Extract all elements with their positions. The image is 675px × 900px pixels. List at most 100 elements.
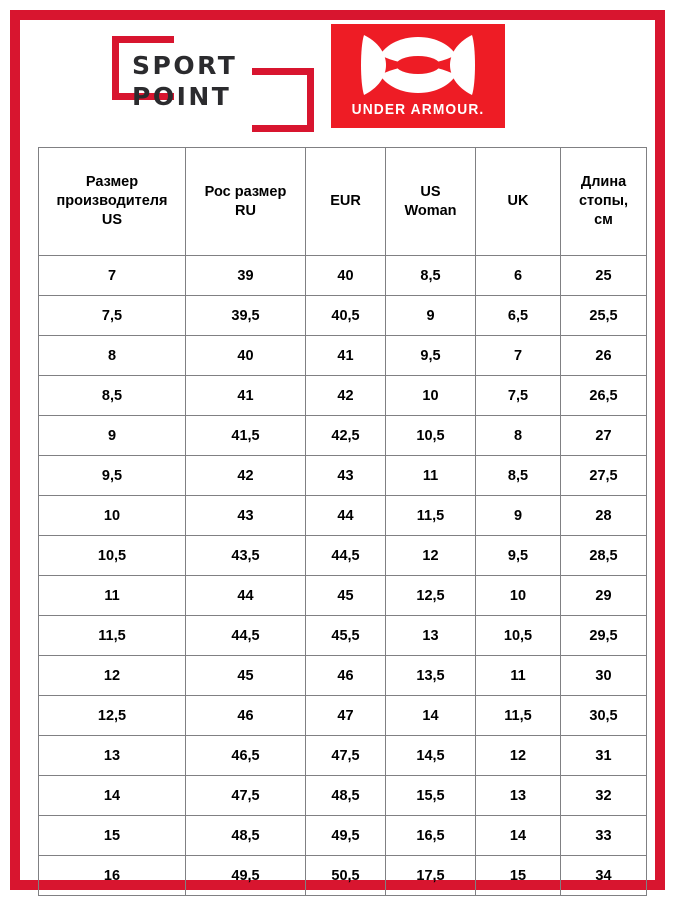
header-line: UK [507,193,529,209]
table-cell: 8,5 [38,375,186,416]
table-cell: 9,5 [385,335,476,376]
table-row: 11,5 44,5 45,5 13 10,5 29,5 [38,615,647,656]
size-conversion-table: Размер производителя US Рос размер RU EU… [38,147,647,896]
table-cell: 6,5 [475,295,561,336]
column-header-eur: EUR [305,147,386,256]
table-cell: 10 [475,575,561,616]
table-row: 8,5 41 42 10 7,5 26,5 [38,375,647,416]
table-cell: 6 [475,255,561,296]
table-cell: 46 [185,695,306,736]
table-cell: 41 [185,375,306,416]
table-cell: 29 [560,575,647,616]
under-armour-logo: UNDER ARMOUR. [331,24,505,128]
table-cell: 13 [38,735,186,776]
table-cell: 43,5 [185,535,306,576]
table-cell: 9 [38,415,186,456]
header-line: Woman [404,202,457,219]
header-line: см [594,212,613,228]
table-cell: 13,5 [385,655,476,696]
size-table-body: 7 39 40 8,5 6 25 7,5 39,5 40,5 9 6,5 25,5 8 40 41 9,5 7 2… [38,255,647,896]
table-cell: 42 [185,455,306,496]
table-cell: 43 [305,455,386,496]
table-row: 9,5 42 43 11 8,5 27,5 [38,455,647,496]
header-line: US [420,183,441,200]
column-header-ru: Рос размер RU [185,147,306,256]
table-cell: 46 [305,655,386,696]
table-cell: 25,5 [560,295,647,336]
table-cell: 12,5 [385,575,476,616]
table-cell: 48,5 [185,815,306,856]
table-cell: 44,5 [185,615,306,656]
table-cell: 46,5 [185,735,306,776]
under-armour-monogram-icon [361,35,475,95]
header-line: RU [235,202,256,219]
table-cell: 10,5 [38,535,186,576]
under-armour-wordmark: UNDER ARMOUR. [351,101,485,118]
table-cell: 12,5 [38,695,186,736]
header-line: стопы, [578,193,628,209]
table-cell: 50,5 [305,855,386,896]
size-table-container: Размер производителя US Рос размер RU EU… [38,147,647,896]
sport-point-logo: SPORT POINT [95,28,360,133]
table-cell: 30 [560,655,647,696]
table-cell: 47,5 [305,735,386,776]
header-line: US [101,212,123,228]
table-cell: 29,5 [560,615,647,656]
table-cell: 13 [475,775,561,816]
table-cell: 16 [38,855,186,896]
bracket-right-icon [252,68,314,132]
table-cell: 8,5 [385,255,476,296]
table-cell: 11,5 [38,615,186,656]
header-line: Длина [580,174,627,190]
table-cell: 8,5 [475,455,561,496]
table-cell: 41 [305,335,386,376]
sport-point-line-1: SPORT [132,51,238,80]
table-cell: 32 [560,775,647,816]
table-cell: 33 [560,815,647,856]
table-cell: 10,5 [475,615,561,656]
sport-point-wordmark: SPORT POINT [132,50,312,112]
table-cell: 47,5 [185,775,306,816]
table-cell: 7 [38,255,186,296]
table-cell: 10,5 [385,415,476,456]
table-cell: 9,5 [475,535,561,576]
table-cell: 17,5 [385,855,476,896]
table-row: 13 46,5 47,5 14,5 12 31 [38,735,647,776]
table-cell: 45 [305,575,386,616]
table-cell: 26,5 [560,375,647,416]
table-row: 10,5 43,5 44,5 12 9,5 28,5 [38,535,647,576]
header-line: Размер [85,174,139,190]
table-cell: 39,5 [185,295,306,336]
table-row: 14 47,5 48,5 15,5 13 32 [38,775,647,816]
table-cell: 16,5 [385,815,476,856]
table-cell: 11 [385,455,476,496]
table-row: 11 44 45 12,5 10 29 [38,575,647,616]
table-cell: 10 [385,375,476,416]
table-cell: 45 [185,655,306,696]
table-cell: 7,5 [38,295,186,336]
table-cell: 12 [385,535,476,576]
bracket-left-icon [112,36,174,100]
table-cell: 31 [560,735,647,776]
table-row: 15 48,5 49,5 16,5 14 33 [38,815,647,856]
table-row: 12 45 46 13,5 11 30 [38,655,647,696]
column-header-foot-length: Длина стопы, см [560,147,647,256]
table-cell: 9 [385,295,476,336]
table-cell: 27,5 [560,455,647,496]
sport-point-line-2: POINT [132,82,232,111]
column-header-us-woman: US Woman [385,147,476,256]
table-cell: 44 [305,495,386,536]
table-cell: 15 [38,815,186,856]
table-cell: 15 [475,855,561,896]
table-cell: 41,5 [185,415,306,456]
table-row: 7 39 40 8,5 6 25 [38,255,647,296]
table-row: 10 43 44 11,5 9 28 [38,495,647,536]
table-cell: 30,5 [560,695,647,736]
column-header-manufacturer-us: Размер производителя US [38,147,186,256]
table-cell: 7 [475,335,561,376]
table-cell: 28,5 [560,535,647,576]
table-cell: 49,5 [185,855,306,896]
table-cell: 9 [475,495,561,536]
table-row: 16 49,5 50,5 17,5 15 34 [38,855,647,896]
